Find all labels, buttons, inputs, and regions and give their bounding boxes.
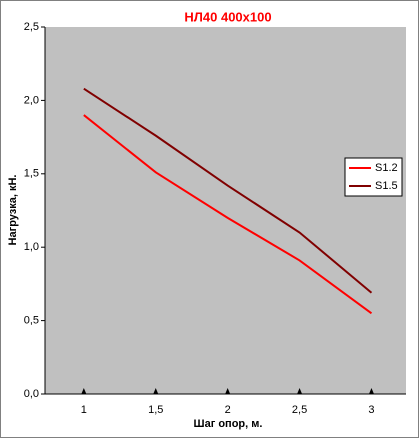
plot-area — [45, 27, 406, 394]
legend-label: S1.5 — [375, 180, 398, 192]
x-tick — [81, 388, 87, 394]
x-tick-label: 1 — [81, 404, 87, 416]
chart-title: НЛ40 400х100 — [184, 9, 271, 24]
y-tick-label: 0,0 — [24, 388, 39, 400]
x-axis-label: Шаг опор, м. — [194, 418, 263, 430]
x-tick-label: 2,5 — [292, 404, 307, 416]
y-tick-label: 2,5 — [24, 21, 39, 33]
x-tick — [153, 388, 159, 394]
y-tick-label: 2,0 — [24, 94, 39, 106]
x-tick-label: 1,5 — [148, 404, 163, 416]
y-tick-label: 0,5 — [24, 315, 39, 327]
y-tick-label: 1,5 — [24, 168, 39, 180]
line-series — [83, 87, 373, 294]
y-tick-label: 1,0 — [24, 241, 39, 253]
line-series — [83, 114, 373, 315]
legend-label: S1.2 — [375, 162, 398, 174]
legend — [344, 157, 403, 197]
x-tick — [225, 388, 231, 394]
y-axis-label: Нагрузка, кН. — [7, 175, 19, 246]
x-tick — [368, 388, 374, 394]
x-tick-label: 3 — [368, 404, 374, 416]
x-tick-label: 2 — [225, 404, 231, 416]
x-tick — [297, 388, 303, 394]
